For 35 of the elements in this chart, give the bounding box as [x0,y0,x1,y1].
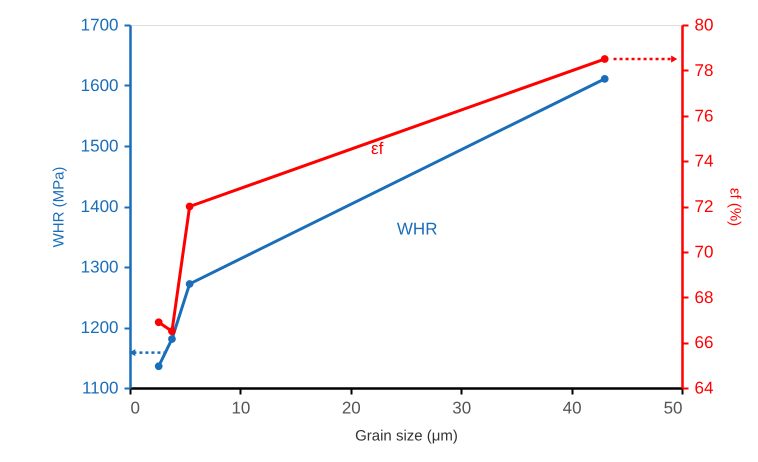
y-tick-label: 1500 [80,136,118,156]
point [600,55,609,63]
point [168,335,176,343]
x-tick-label: 20 [342,398,361,418]
y2-tick-label: 76 [694,106,714,126]
y2-axis-title: εf (%) [726,188,744,226]
series-label: WHR [396,219,438,238]
point [186,202,194,210]
y2-tick-label: 74 [694,152,714,171]
y-tick-label: 1300 [80,258,118,276]
point [154,362,163,370]
y2-tick-label: 64 [694,378,714,398]
y-tick-label: 1600 [80,76,118,95]
x-tick-label: 50 [664,398,682,418]
point [168,327,176,336]
x-tick-label: 30 [452,398,472,418]
x-tick-label: 10 [231,398,250,418]
x-axis-title: Grain size (μm) [355,428,458,444]
y2-tick-label: 66 [694,333,714,352]
y-tick-label: 1200 [80,318,118,337]
series-label: εf [371,138,384,158]
point [186,280,194,288]
y2-tick-label: 72 [694,197,714,216]
y-tick-label: 1100 [82,378,118,398]
y-axis-title: WHR (MPa) [50,166,68,248]
y-tick-label: 1700 [80,16,118,34]
y-tick-label: 1400 [80,197,118,216]
y2-tick-label: 70 [694,242,714,262]
x-tick-label: 40 [562,398,582,418]
y2-tick-label: 68 [694,288,714,307]
point [600,74,609,83]
y2-tick-label: 78 [694,60,714,80]
x-tick-label: 0 [130,398,140,418]
point [154,318,163,326]
y2-tick-label: 80 [694,16,714,34]
